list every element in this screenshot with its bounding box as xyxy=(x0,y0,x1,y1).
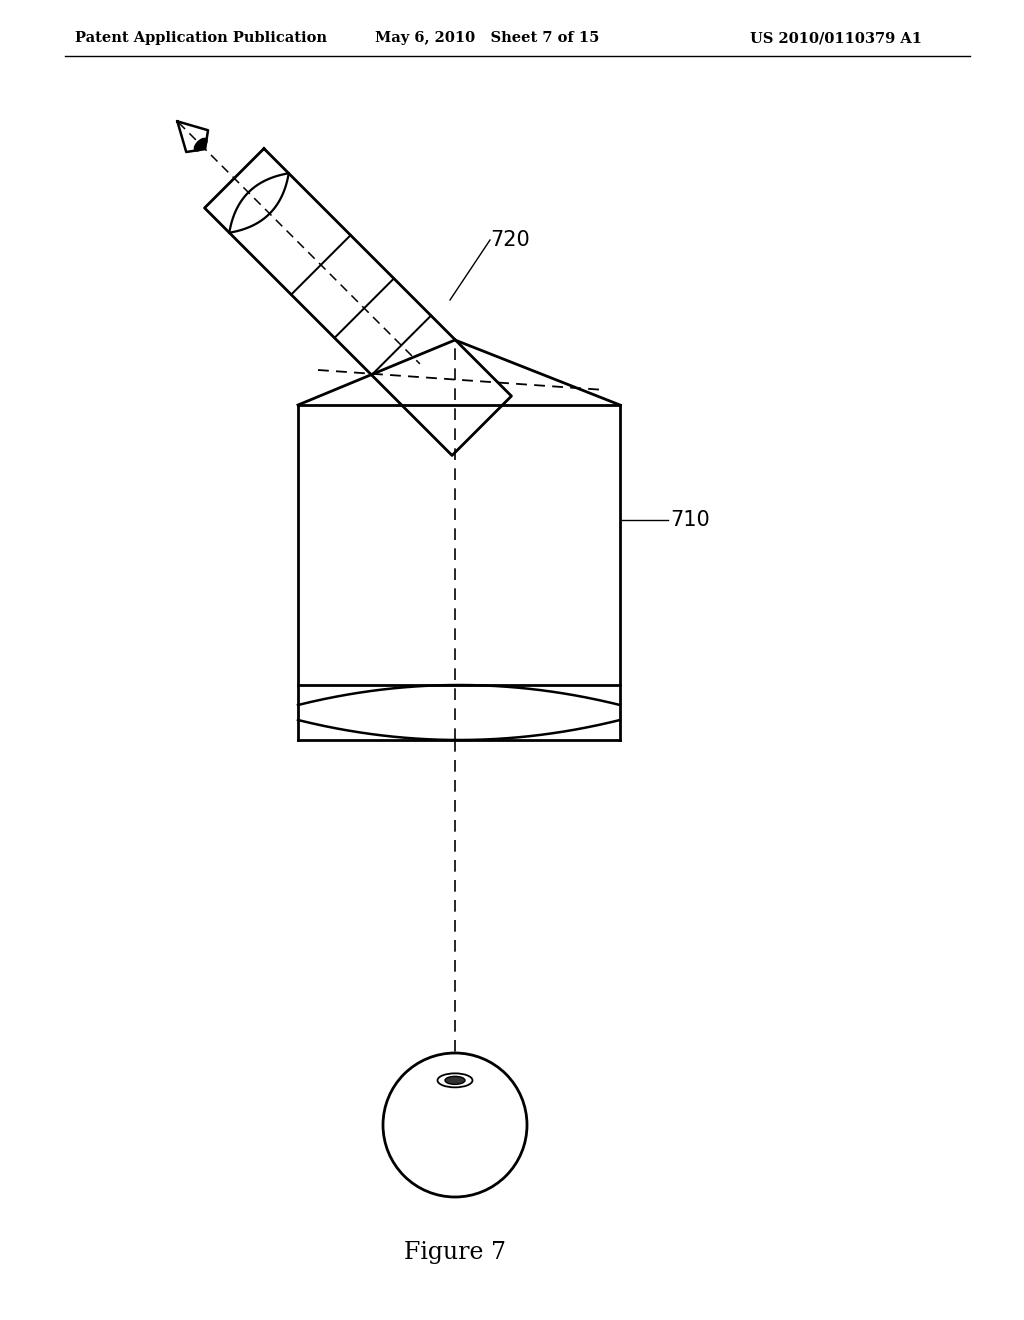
Text: May 6, 2010   Sheet 7 of 15: May 6, 2010 Sheet 7 of 15 xyxy=(375,30,599,45)
Text: Figure 7: Figure 7 xyxy=(404,1241,506,1263)
Ellipse shape xyxy=(437,1073,472,1088)
Ellipse shape xyxy=(445,1076,465,1084)
Text: 720: 720 xyxy=(490,230,529,249)
Ellipse shape xyxy=(195,139,207,150)
Text: 710: 710 xyxy=(670,510,710,531)
Text: Patent Application Publication: Patent Application Publication xyxy=(75,30,327,45)
Text: US 2010/0110379 A1: US 2010/0110379 A1 xyxy=(750,30,922,45)
